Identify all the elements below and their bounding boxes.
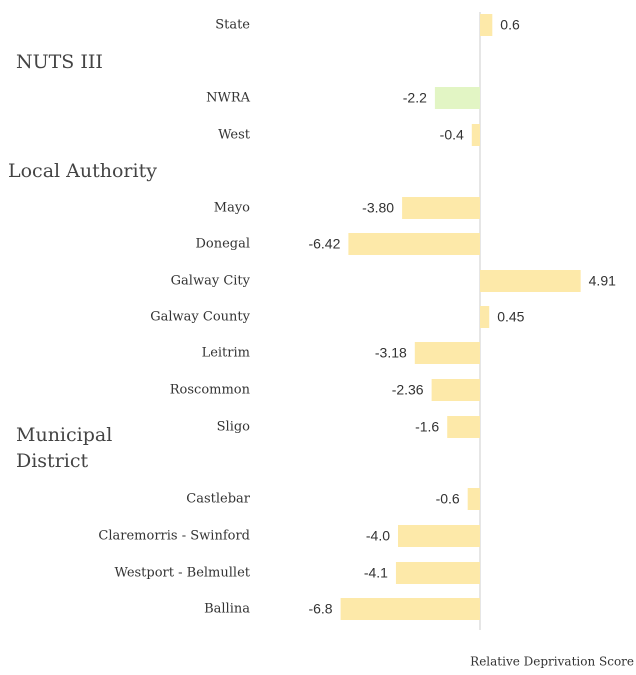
bar bbox=[480, 270, 581, 292]
group-heading: NUTS III bbox=[16, 51, 103, 73]
category-label: NWRA bbox=[206, 91, 251, 106]
value-label: -3.18 bbox=[375, 345, 407, 361]
x-axis-label: Relative Deprivation Score bbox=[470, 655, 634, 669]
category-label: Westport - Belmullet bbox=[115, 566, 251, 581]
value-label: 4.91 bbox=[589, 273, 616, 289]
value-label: -2.36 bbox=[392, 382, 424, 398]
bar bbox=[471, 124, 480, 146]
bar bbox=[340, 598, 480, 620]
bar bbox=[434, 87, 480, 109]
bar bbox=[431, 379, 480, 401]
category-label: Mayo bbox=[214, 201, 250, 216]
bar bbox=[447, 416, 480, 438]
value-label: -1.6 bbox=[415, 419, 439, 435]
category-label: Leitrim bbox=[202, 346, 250, 361]
value-label: -6.8 bbox=[308, 601, 332, 617]
bar bbox=[398, 525, 480, 547]
group-heading: Local Authority bbox=[8, 160, 157, 182]
category-label: Claremorris - Swinford bbox=[98, 529, 250, 544]
group-heading: Municipal District bbox=[16, 424, 113, 472]
value-label: -0.4 bbox=[440, 127, 464, 143]
category-label: Roscommon bbox=[170, 383, 251, 398]
bar bbox=[348, 233, 480, 255]
bar bbox=[467, 488, 480, 510]
category-label: Castlebar bbox=[186, 492, 251, 507]
category-label: Galway City bbox=[171, 274, 251, 289]
value-label: -4.0 bbox=[366, 528, 390, 544]
value-label: -0.6 bbox=[436, 491, 460, 507]
value-label: -6.42 bbox=[308, 236, 340, 252]
value-label: 0.6 bbox=[500, 17, 520, 33]
category-label: Galway County bbox=[150, 310, 250, 325]
value-label: -2.2 bbox=[403, 90, 427, 106]
category-label: Ballina bbox=[204, 602, 250, 617]
bar bbox=[480, 14, 493, 36]
category-label: Sligo bbox=[217, 420, 251, 435]
value-label: -3.80 bbox=[362, 200, 394, 216]
bar bbox=[395, 562, 480, 584]
category-label: Donegal bbox=[195, 237, 250, 252]
value-label: -4.1 bbox=[364, 565, 388, 581]
bar bbox=[402, 197, 480, 219]
bar bbox=[414, 342, 480, 364]
category-label: State bbox=[215, 18, 250, 33]
category-label: West bbox=[218, 128, 251, 143]
value-label: 0.45 bbox=[497, 309, 524, 325]
bar bbox=[480, 306, 490, 328]
